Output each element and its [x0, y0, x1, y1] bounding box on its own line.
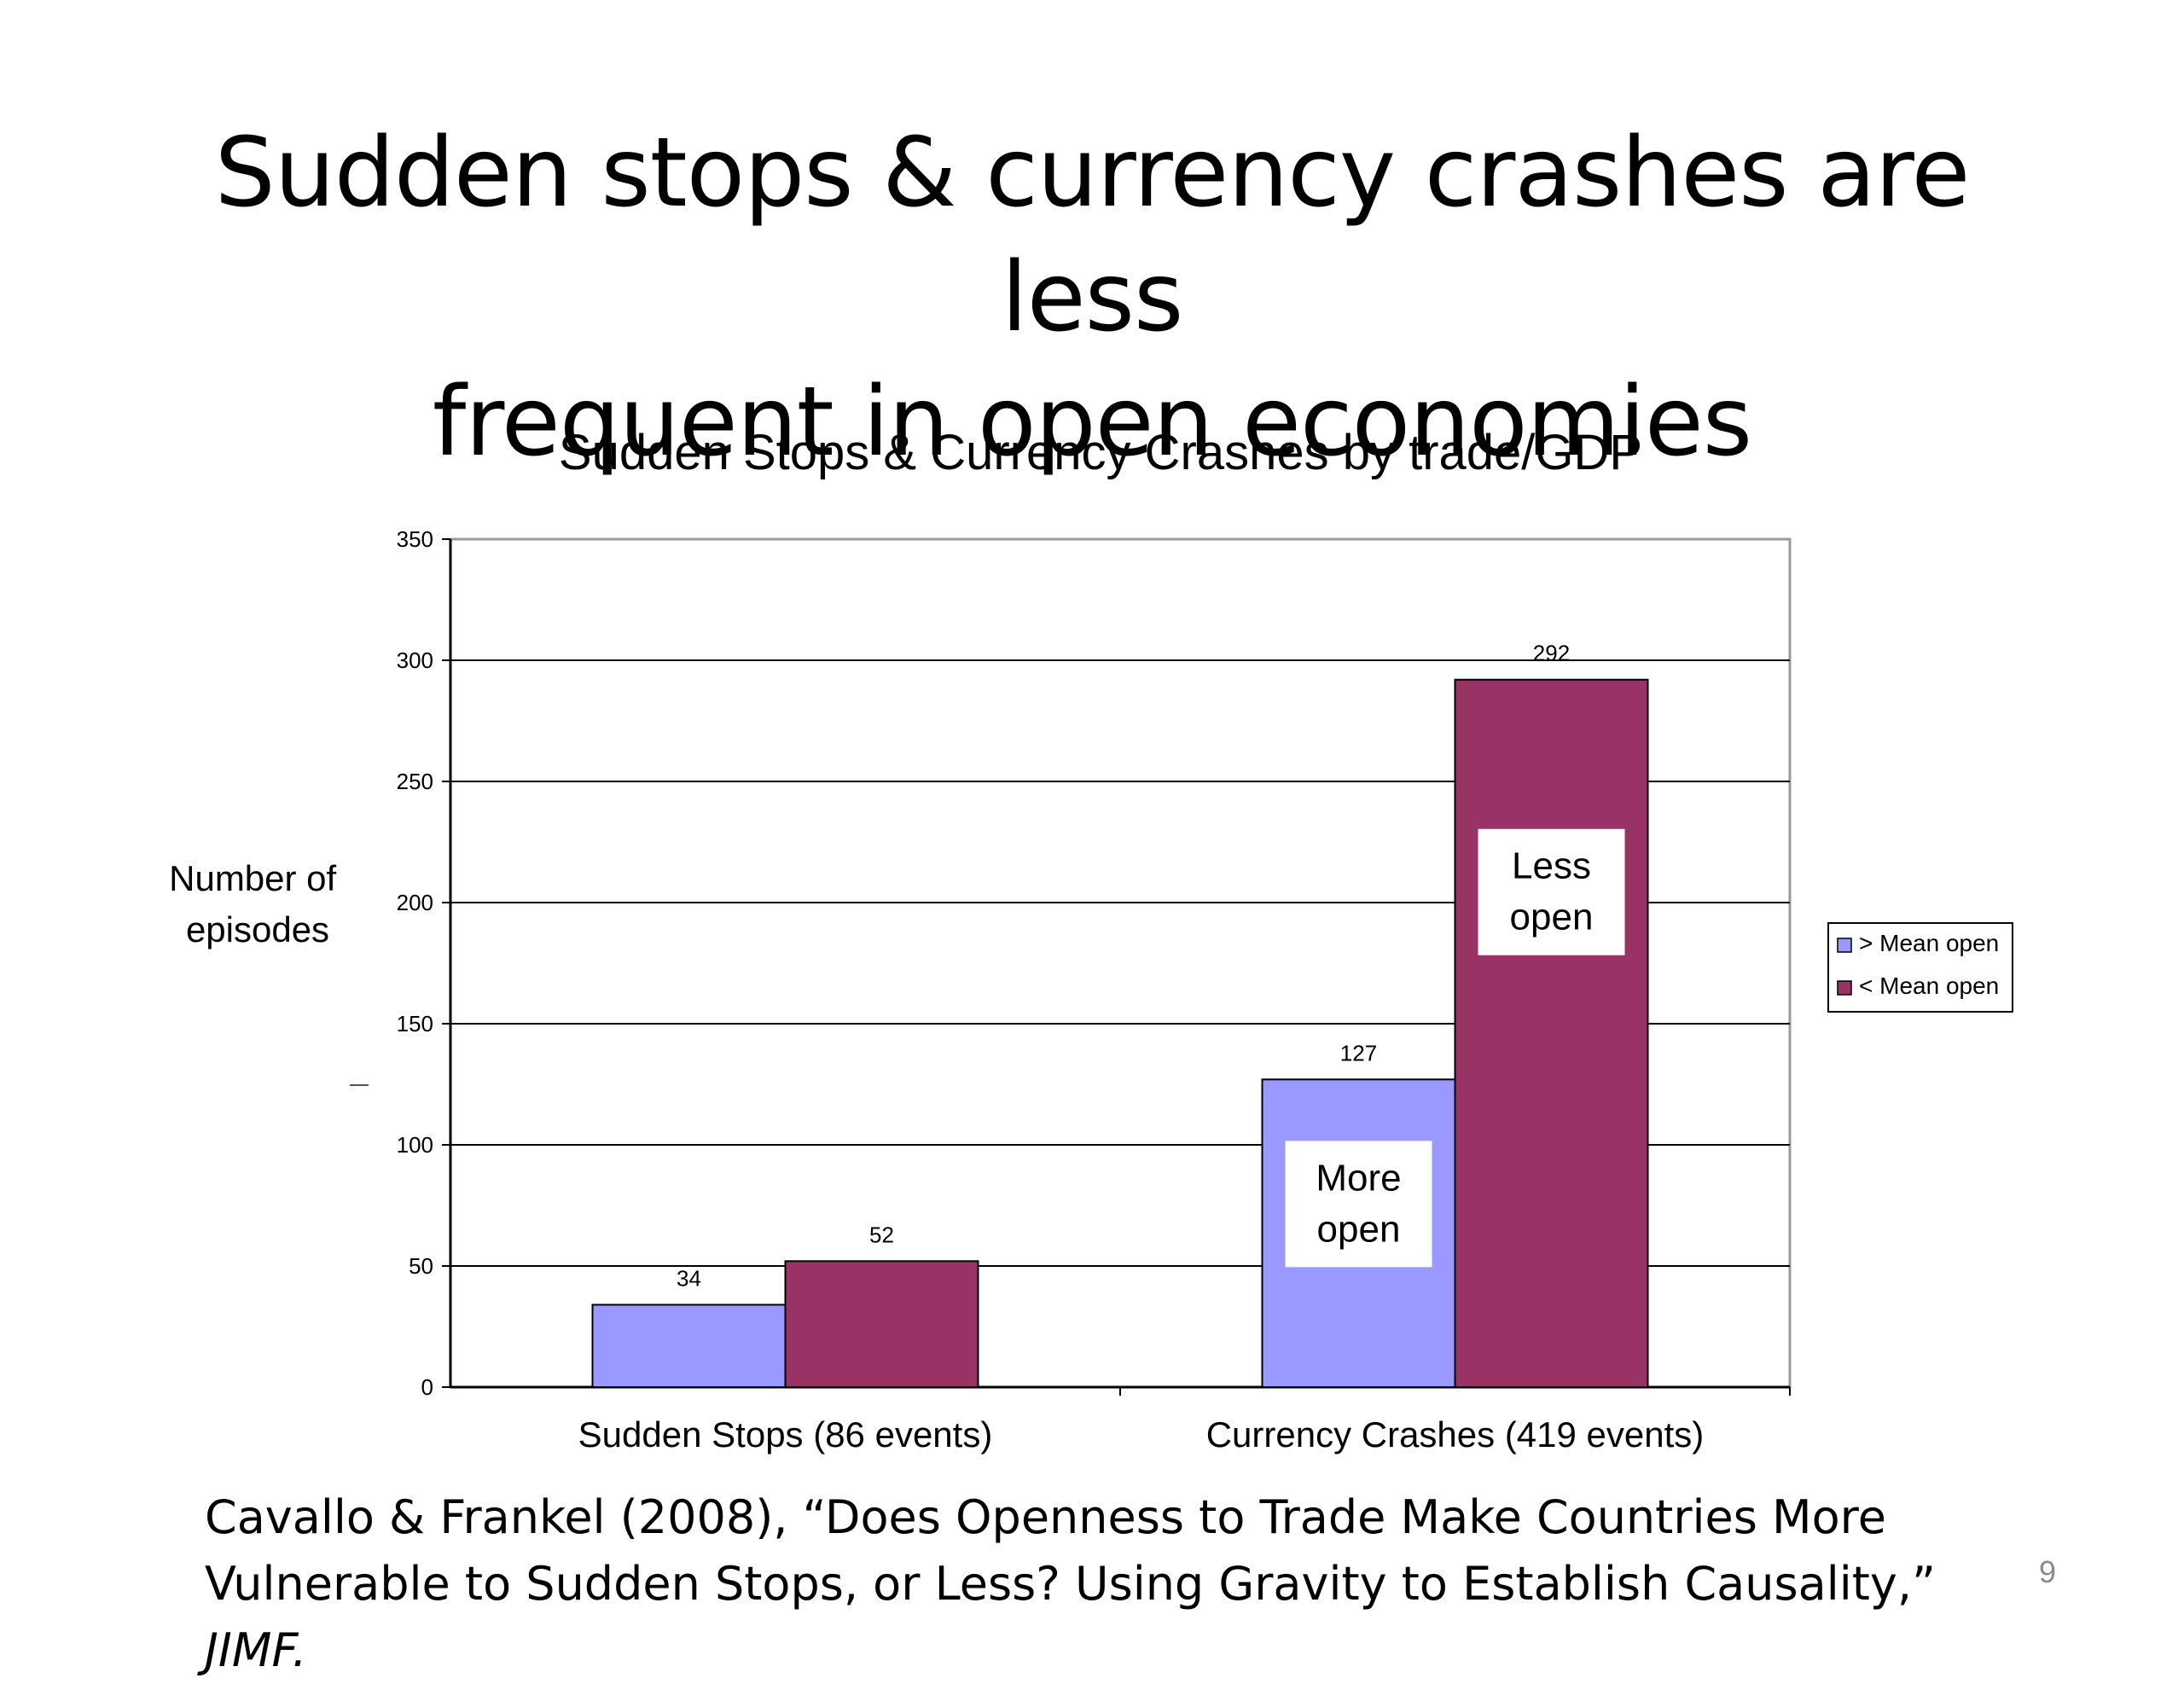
annotation-label: open: [1510, 897, 1594, 938]
y-tick-label: 100: [397, 1132, 433, 1158]
data-label: 127: [1340, 1040, 1377, 1066]
legend-swatch: [1837, 980, 1852, 996]
y-tick-label: 350: [397, 526, 433, 552]
legend: > Mean open < Mean open: [1827, 922, 2013, 1013]
legend-frame: [1827, 922, 2013, 1013]
x-tick-label: Currency Crashes (419 events): [1206, 1414, 1705, 1455]
legend-swatch: [1837, 938, 1852, 953]
legend-label: > Mean open: [1859, 930, 1999, 956]
annotation-box: [1478, 828, 1625, 955]
bar: [591, 1304, 787, 1388]
citation-line-2: Vulnerable to Sudden Stops, or Less? Usi…: [205, 1551, 1996, 1684]
annotation-label: open: [1317, 1208, 1401, 1250]
y-tick-label: 200: [397, 890, 433, 915]
data-label: 292: [1533, 641, 1570, 666]
citation-line-1: Cavallo & Frankel (2008), “Does Openness…: [205, 1490, 1886, 1544]
y-axis-label-line-1: Number of: [169, 858, 336, 898]
bar: [784, 1260, 979, 1388]
y-axis-label-line-2: episodes: [186, 909, 329, 949]
data-label: 34: [677, 1265, 701, 1291]
page-number: 9: [2039, 1554, 2057, 1589]
citation-line-2-text: Vulnerable to Sudden Stops, or Less? Usi…: [205, 1557, 1936, 1611]
bar-chart: Sudden Stops & Currency Crashes by trade…: [169, 425, 2013, 1455]
slide-title: Sudden stops & currency crashes are less…: [154, 111, 2030, 485]
y-tick-label: 50: [409, 1253, 433, 1279]
bar: [1454, 678, 1649, 1388]
chart-title: Sudden Stops & Currency Crashes by trade…: [559, 425, 1642, 480]
annotation-box: [1285, 1141, 1432, 1268]
y-tick-label: 250: [397, 769, 433, 794]
y-axis-label: Number of episodes: [169, 858, 346, 949]
annotation-label: More: [1316, 1157, 1401, 1199]
slide-title-line-2: frequent in open economies: [432, 367, 1752, 478]
y-tick-label: 150: [397, 1011, 433, 1037]
y-tick-label: 300: [397, 647, 433, 673]
slide-title-line-1: Sudden stops & currency crashes are less: [214, 118, 1971, 353]
x-tick-label: Sudden Stops (86 events): [578, 1414, 993, 1455]
data-label: 52: [869, 1222, 894, 1247]
citation-journal: JIMF.: [205, 1623, 307, 1677]
legend-label: < Mean open: [1859, 973, 1999, 999]
y-tick-label: 0: [421, 1374, 433, 1400]
citation: Cavallo & Frankel (2008), “Does Openness…: [205, 1484, 1996, 1684]
annotation-label: Less: [1512, 845, 1591, 887]
plot-area: 0 50 100 150 200 250 300 350 34 52 Sudden Stops (8…: [397, 526, 1792, 1455]
